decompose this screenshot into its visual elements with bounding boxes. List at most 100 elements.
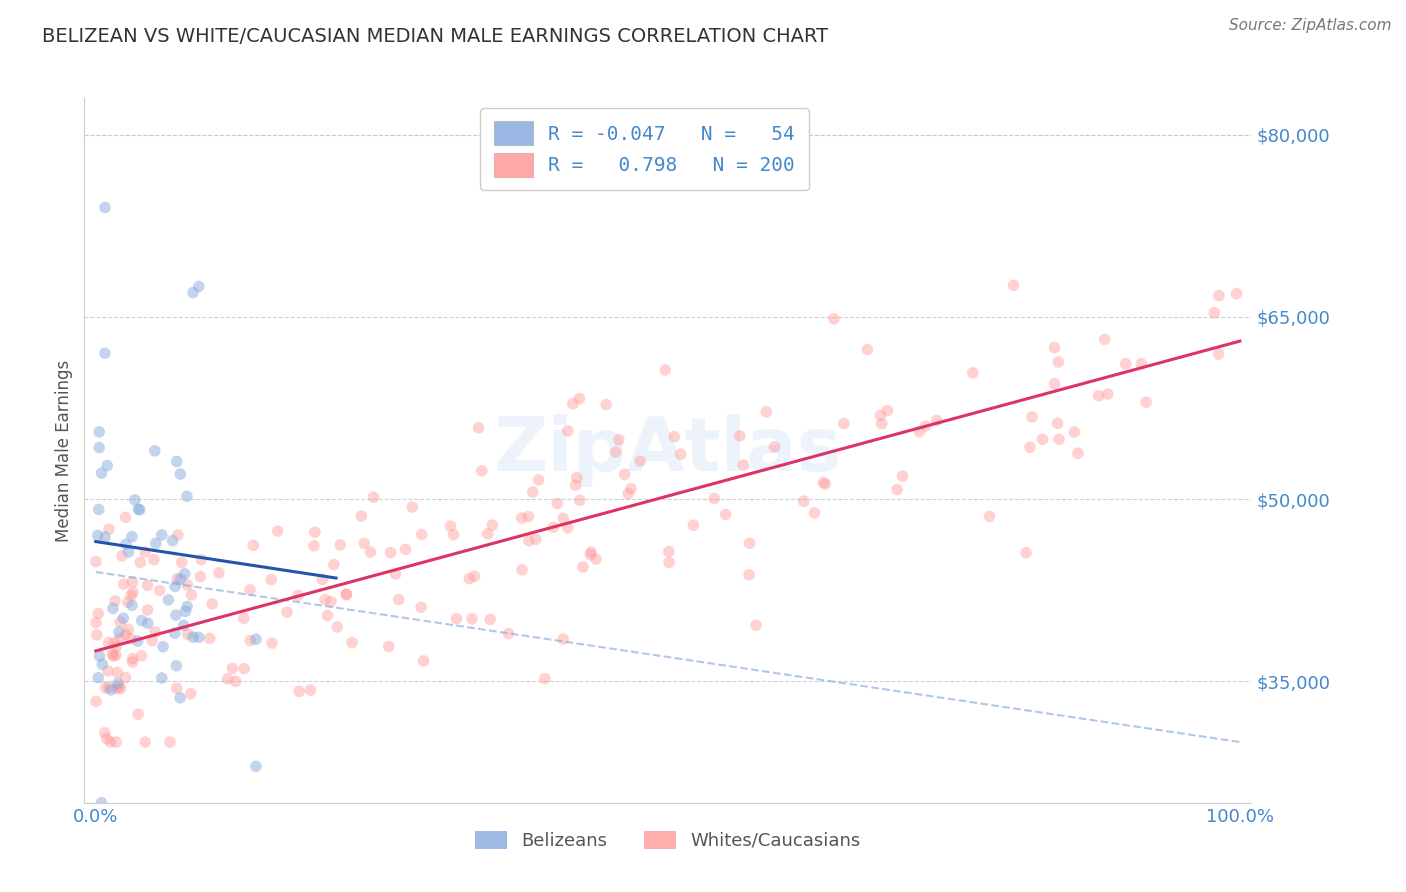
Point [411,600,433,615]
Point [110,615,132,629]
Point [141,633,163,648]
Point [245,632,267,647]
Point [165,608,187,623]
Point [517,533,540,548]
Point [1130,357,1153,371]
Point [124,492,146,507]
Point [97,522,120,536]
Point [439,519,461,533]
Point [411,527,433,541]
Point [1031,432,1053,446]
Point [105,640,128,654]
Point [110,681,132,696]
Point [388,592,411,607]
Point [128,503,150,517]
Point [105,735,128,749]
Point [217,672,239,686]
Point [363,490,385,504]
Point [96,731,118,746]
Point [335,587,357,601]
Point [378,640,401,654]
Point [319,594,342,608]
Point [581,545,603,559]
Point [181,630,204,644]
Text: Source: ZipAtlas.com: Source: ZipAtlas.com [1229,18,1392,33]
Point [91,657,114,672]
Point [477,526,499,541]
Point [105,665,128,680]
Point [682,518,704,533]
Legend: Belizeans, Whites/Caucasians: Belizeans, Whites/Caucasians [468,823,868,857]
Point [568,392,591,406]
Point [1043,376,1066,391]
Point [165,579,187,593]
Point [129,555,152,569]
Point [467,420,489,434]
Point [150,528,173,542]
Point [96,458,118,473]
Point [728,429,751,443]
Point [101,648,124,662]
Point [166,572,188,586]
Point [142,552,165,566]
Point [97,664,120,678]
Point [176,489,198,503]
Point [159,735,181,749]
Point [1015,546,1038,560]
Point [553,511,575,525]
Point [1021,410,1043,425]
Point [664,429,686,443]
Point [112,611,135,625]
Point [1046,417,1069,431]
Point [401,500,423,514]
Point [669,447,692,461]
Point [553,632,575,647]
Point [870,417,893,431]
Point [167,528,190,542]
Point [607,433,630,447]
Point [198,632,221,646]
Point [86,528,108,542]
Point [94,681,117,695]
Point [120,632,142,646]
Point [104,648,127,662]
Point [166,681,188,695]
Point [149,583,172,598]
Point [165,658,187,673]
Point [90,796,112,810]
Point [136,578,159,592]
Point [412,654,434,668]
Point [322,558,344,572]
Point [823,312,845,326]
Point [908,425,931,439]
Point [242,538,264,552]
Point [163,626,186,640]
Point [763,440,786,454]
Point [108,632,131,646]
Point [260,573,283,587]
Point [527,473,550,487]
Point [86,628,108,642]
Point [127,707,149,722]
Point [117,545,139,559]
Point [733,458,755,472]
Point [914,419,936,434]
Point [89,425,111,439]
Point [166,454,188,468]
Point [107,676,129,690]
Point [112,577,135,591]
Point [541,520,564,534]
Point [108,625,131,640]
Point [173,618,195,632]
Point [546,496,568,510]
Point [176,578,198,592]
Point [107,681,129,696]
Point [458,572,481,586]
Point [157,593,180,607]
Point [755,405,778,419]
Point [121,574,143,589]
Point [738,567,761,582]
Point [87,607,110,621]
Point [1094,332,1116,346]
Point [869,409,891,423]
